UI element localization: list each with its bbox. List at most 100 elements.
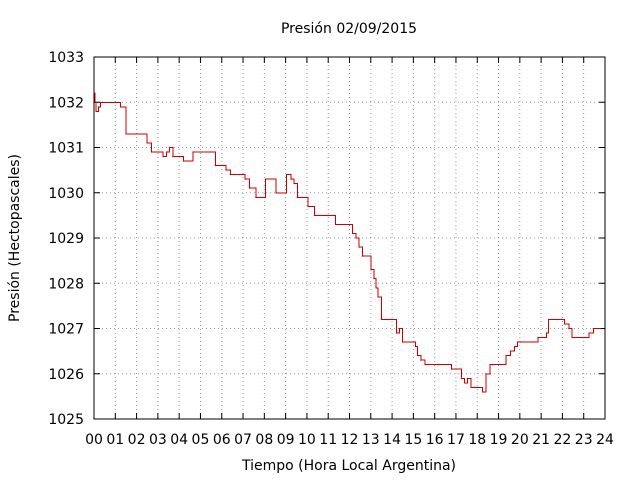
- data-point: [355, 237, 357, 239]
- data-point: [467, 377, 469, 379]
- y-tick-label: 1029: [48, 231, 84, 247]
- data-point: [361, 255, 363, 257]
- data-point: [530, 341, 533, 343]
- data-point: [307, 205, 309, 207]
- data-point: [548, 318, 550, 320]
- data-point: [563, 323, 566, 325]
- y-tick-label: 1027: [48, 322, 84, 338]
- x-tick-label: 19: [490, 432, 508, 448]
- x-tick-label: 04: [170, 432, 188, 448]
- y-tick-label: 1031: [48, 141, 84, 157]
- x-tick-label: 14: [383, 432, 401, 448]
- x-axis-title: Tiempo (Hora Local Argentina): [241, 458, 456, 474]
- data-point: [275, 192, 277, 194]
- x-tick-label: 11: [319, 432, 337, 448]
- data-point: [473, 386, 475, 388]
- data-point: [290, 178, 292, 180]
- y-tick-label: 1030: [48, 186, 84, 202]
- data-point: [463, 382, 466, 384]
- data-point: [296, 196, 298, 198]
- data-point: [513, 346, 516, 348]
- data-point: [414, 346, 417, 348]
- x-tick-label: 06: [213, 432, 231, 448]
- x-tick-label: 02: [128, 432, 146, 448]
- x-tick-label: 22: [554, 432, 572, 448]
- data-point: [120, 106, 122, 108]
- x-tick-label: 24: [596, 432, 614, 448]
- data-point: [223, 165, 225, 167]
- data-point: [451, 368, 453, 370]
- data-point: [427, 364, 429, 366]
- data-point: [210, 151, 212, 153]
- data-point: [214, 165, 216, 167]
- data-point: [402, 341, 404, 343]
- y-tick-label: 1025: [48, 412, 84, 428]
- data-point: [505, 355, 507, 357]
- data-point: [424, 364, 426, 366]
- data-point: [600, 327, 602, 330]
- data-point: [264, 178, 266, 180]
- data-point: [192, 151, 194, 153]
- data-point: [398, 327, 401, 330]
- x-tick-label: 00: [85, 432, 103, 448]
- data-point: [162, 156, 164, 158]
- data-point: [438, 364, 440, 366]
- data-point: [358, 246, 360, 248]
- y-tick-label: 1026: [48, 367, 84, 383]
- data-point: [482, 391, 484, 393]
- pressure-series-line: [94, 92, 601, 393]
- data-point: [335, 223, 337, 225]
- series-layer: [93, 92, 602, 393]
- data-point: [489, 364, 491, 366]
- data-point: [370, 269, 372, 271]
- data-point: [517, 341, 519, 343]
- data-point: [146, 142, 148, 144]
- y-tick-label: 1033: [48, 50, 84, 66]
- data-point: [286, 174, 288, 176]
- data-point: [225, 169, 227, 171]
- tick-marks: [93, 56, 606, 420]
- data-point: [560, 318, 563, 320]
- data-point: [537, 337, 539, 339]
- x-tick-labels: 00 01 02 03 04 05 06 07 08 09 10 11 12 13 14 15 16 17 18 19…: [85, 432, 614, 448]
- data-point: [377, 296, 379, 298]
- data-point: [293, 183, 295, 185]
- data-point: [417, 355, 419, 357]
- y-tick-label: 1028: [48, 276, 84, 292]
- data-point: [99, 101, 101, 103]
- data-point: [169, 146, 171, 149]
- x-tick-label: 20: [511, 432, 529, 448]
- data-point: [375, 287, 377, 289]
- chart-title: Presión 02/09/2015: [281, 21, 417, 37]
- x-tick-label: 08: [255, 432, 273, 448]
- data-point: [520, 341, 522, 343]
- data-point: [101, 101, 104, 103]
- data-point: [568, 327, 570, 330]
- data-point: [313, 214, 315, 216]
- data-point: [395, 332, 397, 334]
- y-tick-label: 1032: [48, 95, 84, 111]
- grid: [94, 57, 605, 419]
- data-point: [238, 174, 240, 176]
- x-tick-label: 13: [362, 432, 380, 448]
- data-point: [229, 174, 231, 176]
- x-tick-label: 18: [468, 432, 486, 448]
- data-point: [95, 110, 97, 112]
- x-tick-label: 09: [277, 432, 295, 448]
- data-point: [545, 332, 548, 334]
- x-tick-label: 10: [298, 432, 316, 448]
- data-point: [460, 377, 462, 379]
- data-point: [509, 350, 511, 352]
- data-point: [588, 332, 590, 334]
- x-tick-label: 17: [447, 432, 465, 448]
- data-point: [94, 101, 96, 103]
- x-tick-label: 05: [192, 432, 210, 448]
- data-point: [255, 196, 257, 198]
- x-tick-label: 07: [234, 432, 252, 448]
- data-point: [485, 373, 487, 375]
- x-tick-label: 16: [426, 432, 444, 448]
- data-point: [154, 151, 156, 153]
- x-tick-label: 15: [404, 432, 422, 448]
- data-point: [248, 187, 250, 189]
